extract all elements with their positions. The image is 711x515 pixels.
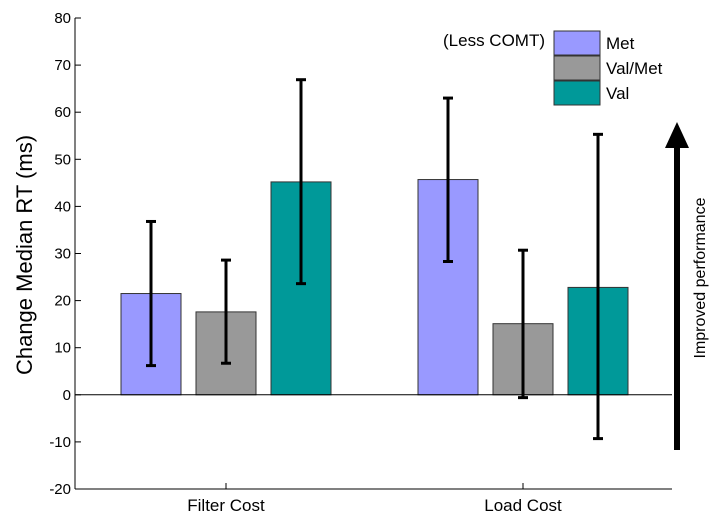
legend: (Less COMT) Met Val/Met Val xyxy=(443,30,663,106)
annotation-arrow-head xyxy=(665,122,689,148)
legend-swatch xyxy=(553,55,601,81)
y-tick-label: 10 xyxy=(54,340,71,357)
y-tick-label: -10 xyxy=(49,434,71,451)
y-tick-label: 30 xyxy=(54,246,71,263)
annotation-label: Improved performance xyxy=(692,197,709,358)
y-ticks-group: -20 -10 0 10 20 30 40 50 60 70 80 xyxy=(49,10,81,498)
y-axis-title: Change Median RT (ms) xyxy=(12,135,37,375)
y-tick-label: 70 xyxy=(54,57,71,74)
x-tick-label: Load Cost xyxy=(484,496,562,515)
legend-label: Val xyxy=(606,84,629,103)
y-tick-label: 80 xyxy=(54,10,71,27)
legend-label: Val/Met xyxy=(606,59,663,78)
y-tick-label: 20 xyxy=(54,293,71,310)
y-tick-label: 40 xyxy=(54,198,71,215)
y-tick-label: 50 xyxy=(54,151,71,168)
error-bars-group xyxy=(146,78,603,441)
legend-swatch xyxy=(553,80,601,106)
y-tick-label: 0 xyxy=(63,387,71,404)
x-ticks-group: Filter Cost Load Cost xyxy=(187,483,562,515)
y-tick-label: 60 xyxy=(54,104,71,121)
y-tick-label: -20 xyxy=(49,481,71,498)
x-tick-label: Filter Cost xyxy=(187,496,265,515)
legend-swatch xyxy=(553,30,601,56)
bars-group xyxy=(120,179,629,396)
improved-performance-annotation: Improved performance xyxy=(665,122,709,450)
legend-title: (Less COMT) xyxy=(443,31,545,50)
legend-label: Met xyxy=(606,34,635,53)
